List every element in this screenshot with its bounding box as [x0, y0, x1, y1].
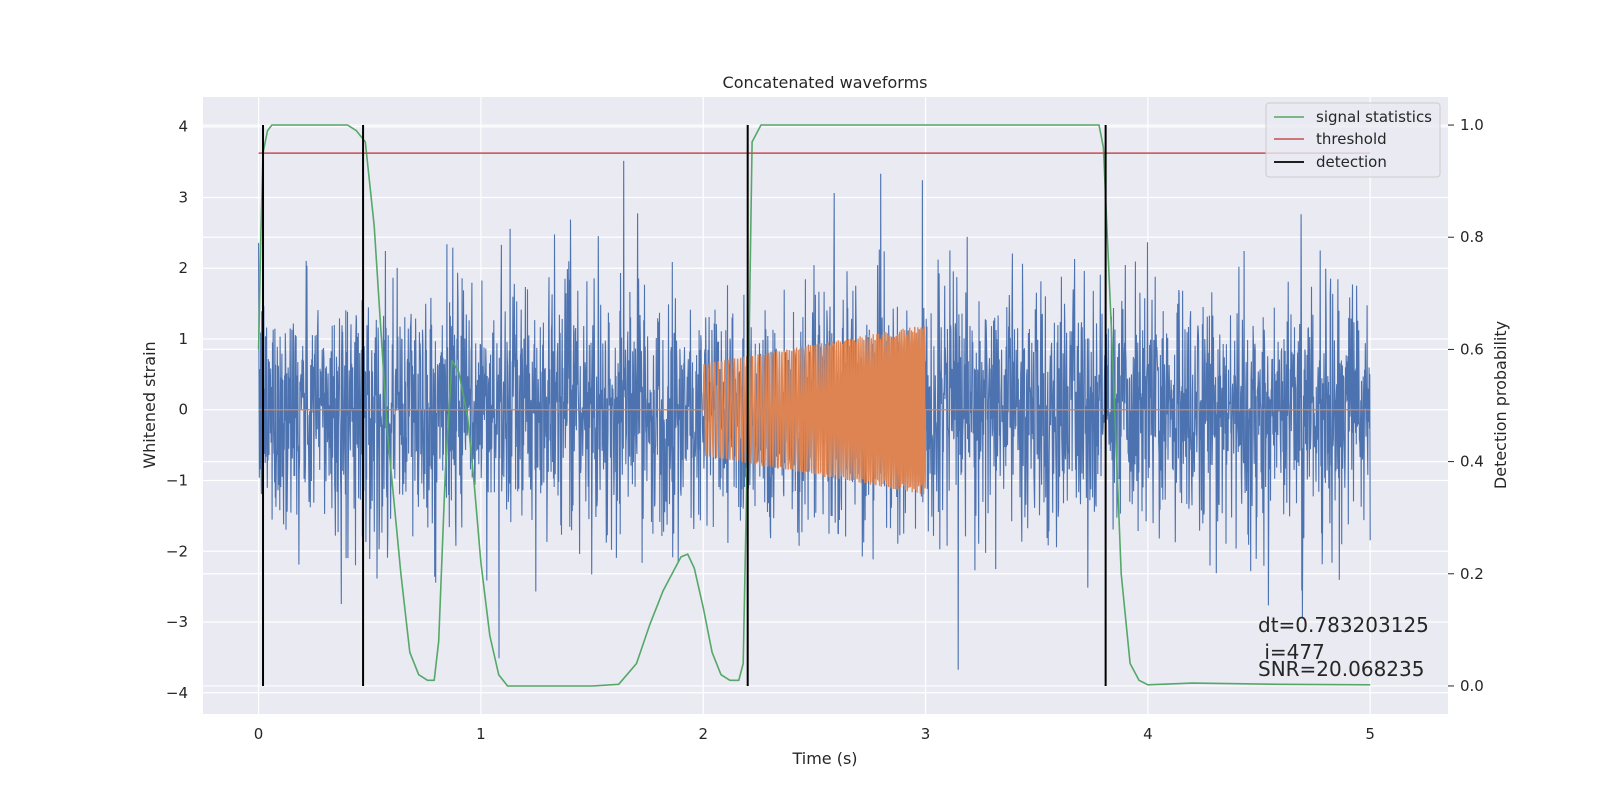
- legend-box: [1265, 102, 1441, 178]
- y-tick-label: 1: [178, 330, 188, 348]
- x-tick-label: 3: [921, 725, 931, 743]
- y-tick-label: −3: [166, 613, 188, 631]
- y-tick-label: −1: [166, 472, 188, 490]
- y-tick-label: 3: [178, 188, 188, 206]
- y2-tick-label: 0.4: [1460, 453, 1484, 471]
- annotation-index: i=477: [1258, 640, 1325, 664]
- chart-title: Concatenated waveforms: [723, 73, 928, 92]
- x-tick-label: 1: [476, 725, 486, 743]
- y2-tick-label: 0.8: [1460, 228, 1484, 246]
- x-tick-label: 4: [1143, 725, 1153, 743]
- x-tick-label: 2: [698, 725, 708, 743]
- legend-label-threshold: threshold: [1316, 130, 1387, 148]
- plot-series: [257, 124, 1371, 687]
- y2-axis-label: Detection probability: [1491, 321, 1510, 489]
- y2-tick-label: 1.0: [1460, 116, 1484, 134]
- x-axis-label: Time (s): [791, 749, 857, 768]
- y-tick-label: −4: [166, 684, 188, 702]
- legend: signal statistics threshold detection: [1265, 102, 1441, 178]
- y-tick-label: 2: [178, 259, 188, 277]
- annotation-dt: dt=0.783203125: [1258, 613, 1429, 637]
- y2-tick-label: 0.2: [1460, 565, 1484, 583]
- annotation-snr: SNR=20.068235: [1258, 657, 1424, 681]
- y2-tick-label: 0.6: [1460, 340, 1484, 358]
- y2-tick-label: 0.0: [1460, 677, 1484, 695]
- legend-label-signal-statistics: signal statistics: [1316, 108, 1432, 126]
- y-tick-label: 0: [178, 401, 188, 419]
- x-tick-label: 0: [254, 725, 264, 743]
- y-axis-label: Whitened strain: [140, 341, 159, 468]
- tick-labels: 0 1 2 3 4 5 −4 −3 −2 −1 0 1 2 3 4 0.0 0.2 0.4 0.6 0.8 1.0: [166, 116, 1484, 743]
- signal-statistics-line: [257, 124, 1371, 687]
- strain-line: [258, 160, 1371, 670]
- injection-line: [258, 326, 1371, 495]
- x-tick-label: 5: [1365, 725, 1375, 743]
- y-tick-label: 4: [178, 118, 188, 136]
- y-tick-label: −2: [166, 542, 188, 560]
- annotations: dt=0.783203125 i=477 SNR=20.068235: [1258, 613, 1429, 681]
- legend-label-detection: detection: [1316, 153, 1387, 171]
